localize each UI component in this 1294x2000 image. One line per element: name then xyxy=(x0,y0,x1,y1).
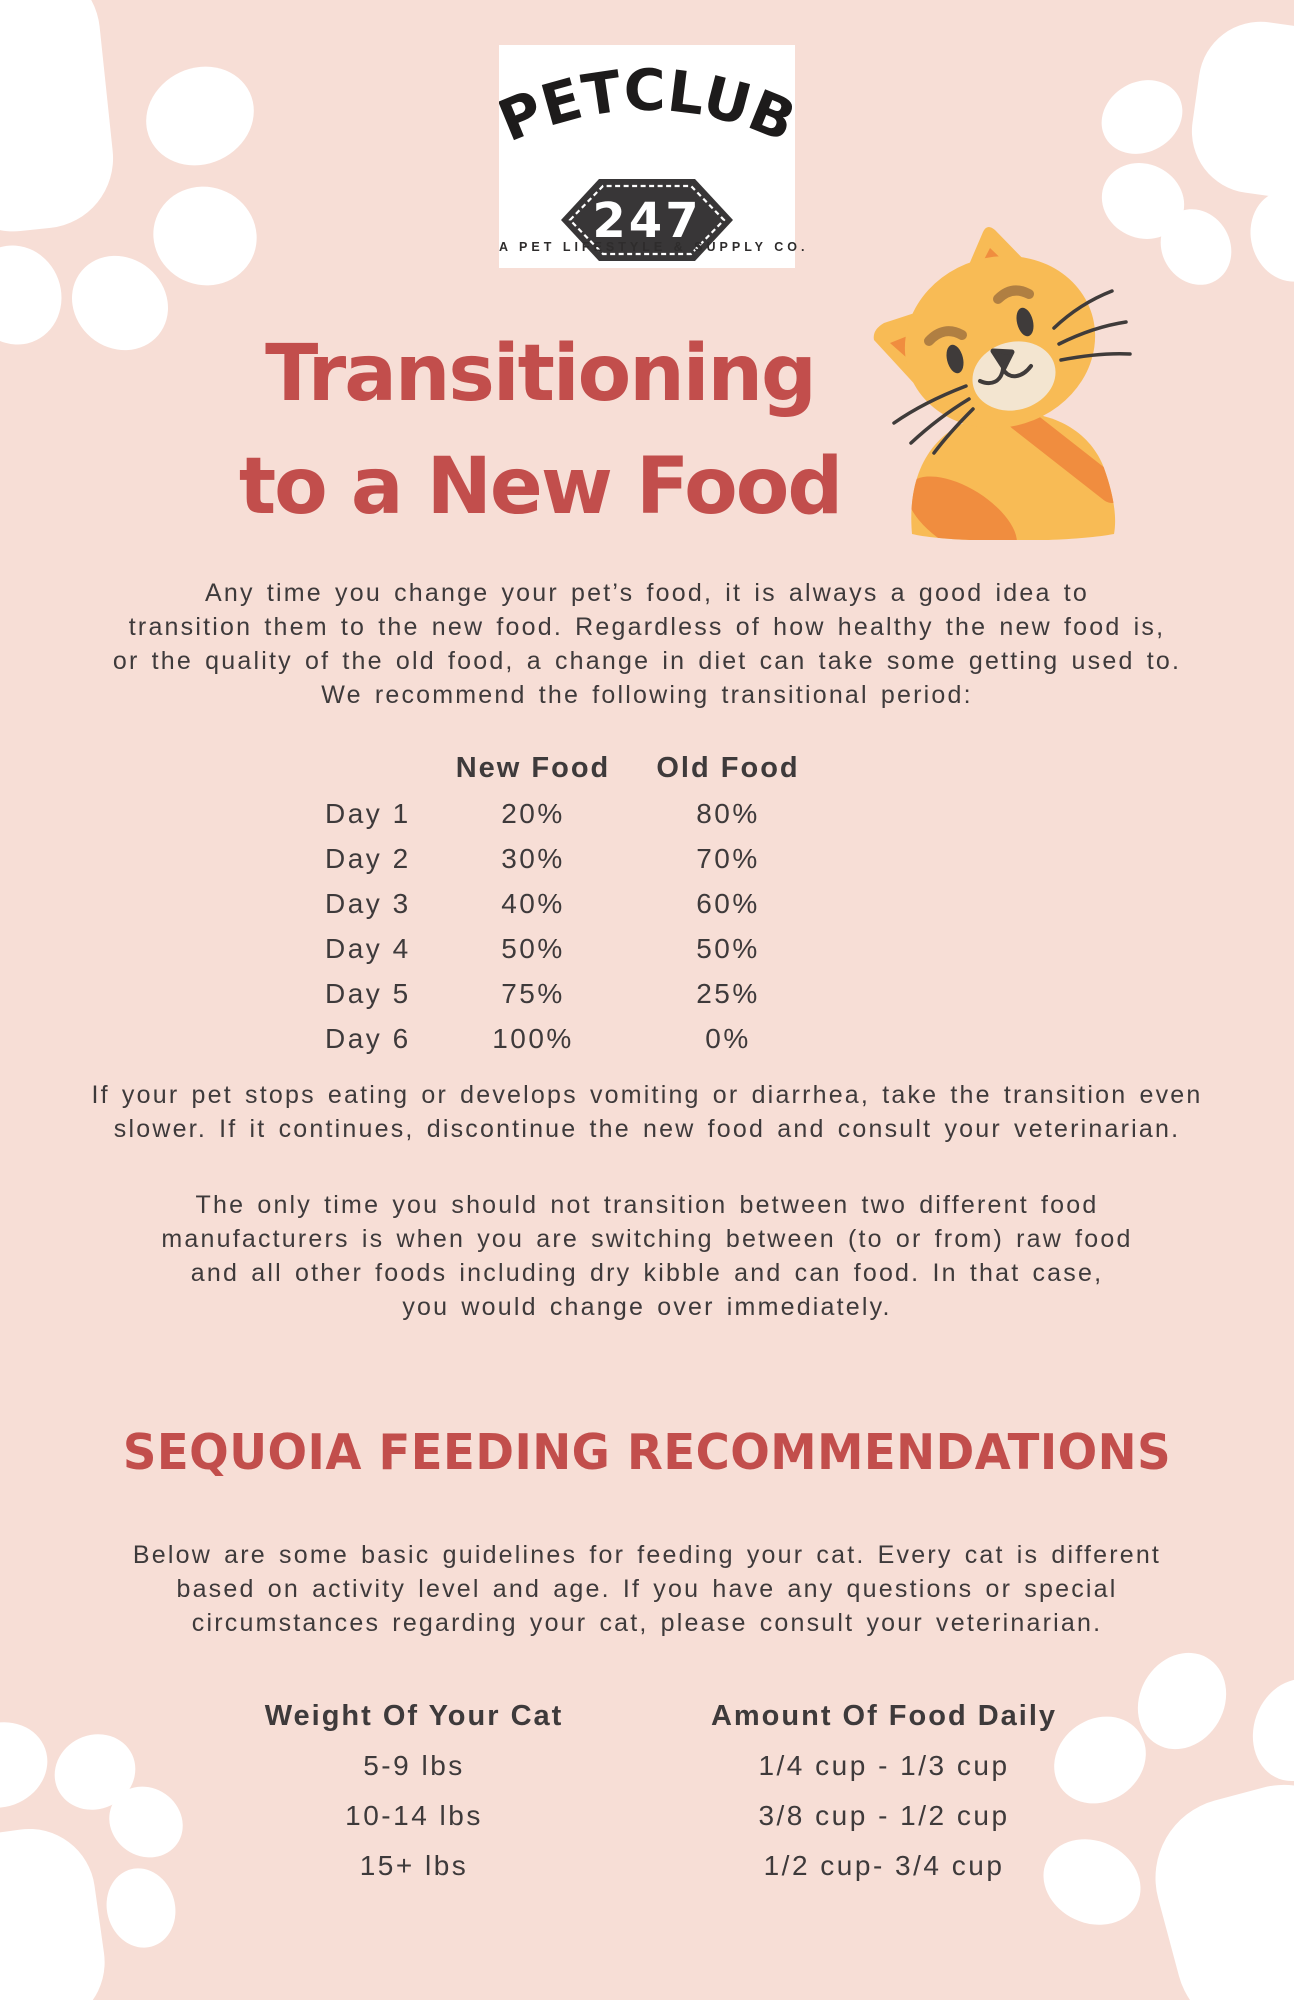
intro-paragraph: Any time you change your pet’s food, it … xyxy=(112,579,1182,709)
section-heading: SEQUOIA FEEDING RECOMMENDATIONS xyxy=(122,1424,1172,1481)
transition-schedule-table: New Food Old Food Day 1 20% 80% Day 2 30… xyxy=(325,746,833,1061)
table-cell-weight: 5-9 lbs xyxy=(363,1750,465,1781)
feeding-recommendation-table: Weight Of Your Cat Amount Of Food Daily … xyxy=(204,1691,1144,1891)
petclub-logo: PETCLUB 247 A PET LIFESTYLE & SUPPLY CO. xyxy=(489,45,809,268)
column-header-new-food: New Food xyxy=(455,752,611,784)
table-row-day-label: Day 4 xyxy=(325,932,411,964)
table-cell-old: 60% xyxy=(696,887,760,919)
table-row-day-label: Day 2 xyxy=(325,842,411,874)
table-row-day-label: Day 6 xyxy=(325,1022,411,1054)
table-cell-weight: 10-14 lbs xyxy=(345,1800,483,1831)
paw-print-top-right-icon xyxy=(1101,21,1294,285)
table-cell-new: 40% xyxy=(501,887,565,919)
column-header-weight: Weight Of Your Cat xyxy=(264,1699,564,1732)
table-cell-amount: 1/4 cup - 1/3 cup xyxy=(758,1750,1010,1781)
column-header-amount: Amount Of Food Daily xyxy=(710,1699,1058,1732)
cat-illustration-icon xyxy=(873,226,1132,540)
table-row-day-label: Day 1 xyxy=(325,797,411,829)
petclub-logo-art: PETCLUB 247 xyxy=(489,58,804,261)
table-cell-new: 30% xyxy=(501,842,565,874)
page-title-line2: to a New Food xyxy=(238,442,843,532)
table-cell-new: 100% xyxy=(492,1022,574,1054)
table-row-day-label: Day 5 xyxy=(325,977,411,1009)
svg-text:PETCLUB: PETCLUB xyxy=(499,58,795,155)
brand-name-text: PETCLUB xyxy=(489,58,804,155)
table-cell-new: 50% xyxy=(501,932,565,964)
raw-food-note-paragraph: The only time you should not transition … xyxy=(161,1191,1133,1321)
table-cell-new: 20% xyxy=(501,797,565,829)
badge-number-text: 247 xyxy=(592,193,701,249)
paw-print-bottom-left-icon xyxy=(0,1722,183,2000)
paw-print-bottom-right-icon xyxy=(1043,1652,1294,2000)
logo-tagline: A PET LIFESTYLE & SUPPLY CO. xyxy=(499,240,809,254)
table-cell-old: 80% xyxy=(696,797,760,829)
table-cell-old: 50% xyxy=(696,932,760,964)
page-title-line1: Transitioning xyxy=(265,329,817,419)
vomiting-warning-paragraph: If your pet stops eating or develops vom… xyxy=(91,1081,1203,1143)
table-cell-old: 25% xyxy=(696,977,760,1009)
table-cell-old: 70% xyxy=(696,842,760,874)
badge-247: 247 xyxy=(561,179,733,261)
table-cell-weight: 15+ lbs xyxy=(359,1850,469,1881)
table-row-day-label: Day 3 xyxy=(325,887,411,919)
table-cell-new: 75% xyxy=(501,977,565,1009)
page-title: Transitioning to a New Food xyxy=(120,318,960,544)
table-cell-amount: 1/2 cup- 3/4 cup xyxy=(763,1850,1005,1881)
guidelines-paragraph: Below are some basic guidelines for feed… xyxy=(132,1541,1162,1637)
column-header-old-food: Old Food xyxy=(656,752,800,784)
table-cell-amount: 3/8 cup - 1/2 cup xyxy=(758,1800,1010,1831)
paw-print-top-left-icon xyxy=(0,0,257,351)
table-cell-old: 0% xyxy=(705,1022,751,1054)
